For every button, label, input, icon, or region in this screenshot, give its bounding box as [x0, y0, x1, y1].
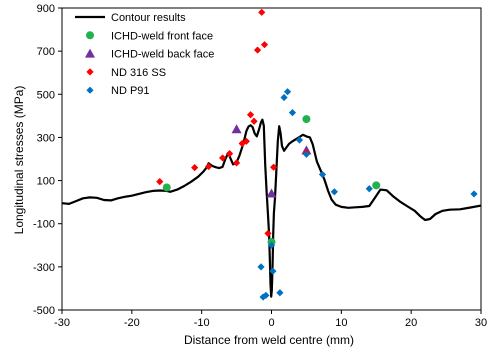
- legend-label-ichd-weld-back-face: ICHD-weld back face: [111, 49, 214, 61]
- nd-316-ss-point: [219, 154, 227, 162]
- nd-316-ss-point: [269, 163, 278, 171]
- contour-results-line: [61, 118, 482, 298]
- x-axis-title: Distance from weld centre (mm): [184, 333, 354, 347]
- y-tick-label: 100: [37, 176, 55, 188]
- y-tick-label: 700: [37, 46, 55, 58]
- y-tick-label: 300: [37, 132, 55, 144]
- nd-316-ss-point: [258, 8, 266, 16]
- ichd-weld-back-face-point: [266, 188, 277, 198]
- ichd-weld-front-face-point: [162, 183, 171, 192]
- legend-swatch-nd-p91: [86, 86, 94, 94]
- x-tick-label: -20: [124, 317, 140, 329]
- nd-p91-point: [267, 241, 276, 249]
- nd-p91-point: [295, 136, 304, 144]
- nd-316-ss-point: [205, 162, 213, 171]
- ichd-weld-front-face-point: [372, 181, 381, 190]
- x-tick-label: 20: [405, 317, 417, 329]
- nd-p91-point: [276, 289, 284, 297]
- nd-p91-point: [269, 267, 277, 275]
- ichd-weld-back-face-point: [231, 124, 242, 134]
- nd-316-ss-point: [226, 150, 234, 158]
- nd-p91-point: [288, 109, 297, 117]
- nd-316-ss-point: [253, 46, 262, 54]
- nd-316-ss-point: [232, 159, 241, 167]
- nd-p91-point: [470, 190, 478, 198]
- x-tick-label: 0: [268, 317, 274, 329]
- y-tick-label: 500: [37, 89, 55, 101]
- x-tick-label: -10: [194, 317, 210, 329]
- nd-316-ss-point: [191, 164, 199, 172]
- legend-swatch-nd-316-ss: [86, 68, 94, 76]
- y-tick-label: -300: [33, 262, 55, 274]
- nd-316-ss-point: [260, 41, 269, 49]
- nd-p91-point: [280, 93, 288, 102]
- x-tick-label: 10: [335, 317, 347, 329]
- legend-label-ichd-weld-front-face: ICHD-weld front face: [111, 30, 213, 42]
- x-tick-label: -30: [54, 317, 70, 329]
- y-tick-label: -500: [33, 305, 55, 317]
- axes-layer: -30 -20 -10 0 10 20 30-500-300-100100300500700…: [33, 3, 487, 329]
- nd-p91-point: [330, 188, 338, 196]
- data-layer: [61, 8, 482, 301]
- legend-swatch-ichd-weld-back-face: [85, 48, 95, 58]
- y-tick-label: -100: [33, 219, 55, 231]
- nd-316-ss-point: [246, 111, 255, 119]
- nd-316-ss-point: [156, 178, 164, 186]
- nd-316-ss-point: [250, 117, 258, 125]
- nd-p91-point: [257, 263, 265, 271]
- nd-p91-point: [283, 88, 292, 96]
- ichd-weld-front-face-point: [302, 115, 311, 124]
- x-tick-label: 30: [475, 317, 487, 329]
- legend-label-nd-p91: ND P91: [111, 85, 150, 97]
- legend: Contour results ICHD-weld front face ICHD-…: [75, 12, 214, 97]
- y-axis-title: Longitudinal stresses (MPa): [12, 86, 26, 235]
- legend-label-contour-results: Contour results: [111, 12, 186, 24]
- y-tick-label: 900: [37, 3, 55, 15]
- nd-316-ss-point: [242, 137, 250, 145]
- nd-316-ss-point: [264, 229, 272, 238]
- legend-swatch-ichd-weld-front-face: [86, 31, 94, 40]
- legend-label-nd-316-ss: ND 316 SS: [111, 67, 166, 79]
- nd-p91-point: [302, 150, 311, 158]
- nd-p91-point: [262, 291, 270, 299]
- nd-p91-point: [318, 170, 327, 179]
- nd-p91-point: [365, 185, 373, 193]
